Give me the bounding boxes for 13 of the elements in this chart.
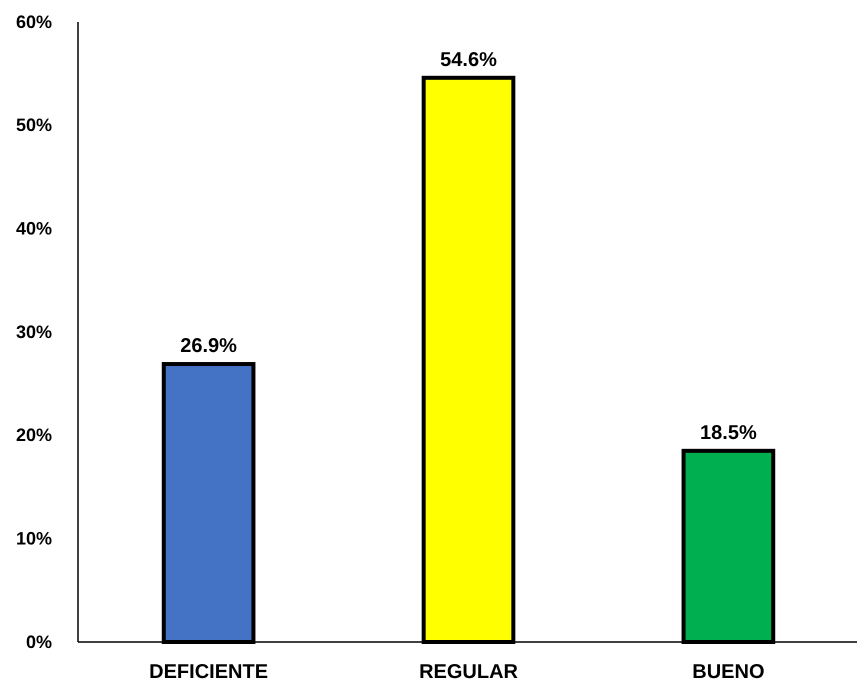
- y-tick-label: 50%: [16, 115, 52, 136]
- x-tick-label: BUENO: [692, 661, 765, 684]
- y-tick-label: 10%: [16, 528, 52, 548]
- x-tick-label: DEFICIENTE: [149, 661, 268, 684]
- y-tick-label: 30%: [16, 322, 52, 342]
- data-label: 54.6%: [440, 48, 498, 71]
- y-tick-label: 60%: [16, 12, 52, 32]
- data-label: 18.5%: [700, 422, 757, 444]
- x-tick-label: REGULAR: [419, 661, 518, 684]
- y-tick-label: 20%: [16, 425, 52, 446]
- y-tick-label: 0%: [26, 632, 52, 652]
- data-label: 26.9%: [180, 335, 238, 358]
- y-tick-label: 40%: [16, 218, 52, 238]
